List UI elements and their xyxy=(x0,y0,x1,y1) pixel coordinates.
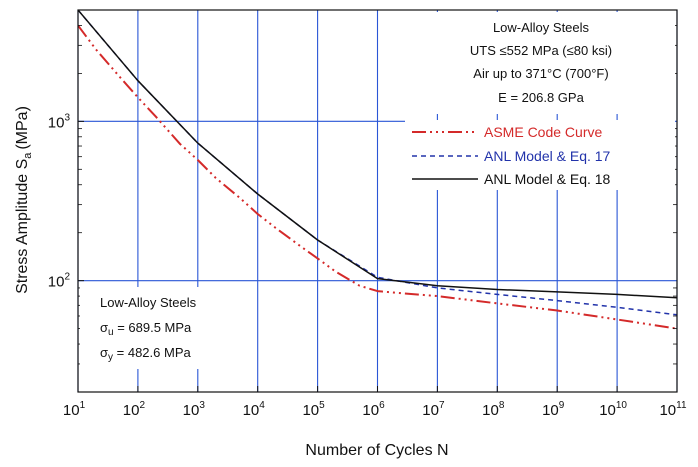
legend-item-eq18: ANL Model & Eq. 18 xyxy=(412,171,611,187)
y-tick-label: 103 xyxy=(48,112,71,131)
annotation-bottom-title: Low-Alloy Steels xyxy=(100,295,197,310)
legend-label-asme: ASME Code Curve xyxy=(484,124,602,140)
series-line-2 xyxy=(78,10,677,316)
x-tick-label: 107 xyxy=(422,400,445,419)
annotation-top-line3: Air up to 371°C (700°F) xyxy=(473,66,608,81)
x-tick-label: 108 xyxy=(482,400,505,419)
x-tick-label: 1010 xyxy=(599,400,627,419)
y-tick-label: 102 xyxy=(48,272,71,291)
series-layer xyxy=(78,10,677,330)
annotation-bottom-sigma-u: σu = 689.5 MPa xyxy=(100,320,192,338)
series-line-3 xyxy=(78,10,677,299)
legend-item-eq17: ANL Model & Eq. 17 xyxy=(412,148,611,164)
y-axis-label-main: Stress Amplitude S xyxy=(14,159,31,294)
annotation-bottom-box: Low-Alloy Steels σu = 689.5 MPa σy = 482… xyxy=(80,287,215,369)
x-tick-label: 101 xyxy=(63,400,86,419)
legend-label-eq17: ANL Model & Eq. 17 xyxy=(484,148,611,164)
annotation-top-line4: E = 206.8 GPa xyxy=(498,90,584,105)
x-tick-label: 1011 xyxy=(659,400,687,419)
x-tick-label: 103 xyxy=(183,400,206,419)
y-tick-labels: 102 103 xyxy=(48,25,677,365)
legend: ASME Code Curve ANL Model & Eq. 17 ANL M… xyxy=(405,120,675,190)
annotation-top-box: Low-Alloy Steels UTS ≤552 MPa (≤80 ksi) … xyxy=(430,12,675,114)
x-tick-label: 109 xyxy=(542,400,565,419)
x-tick-label: 102 xyxy=(123,400,146,419)
annotation-top-line1: Low-Alloy Steels xyxy=(493,20,590,35)
legend-item-asme: ASME Code Curve xyxy=(412,124,602,140)
x-tick-label: 105 xyxy=(302,400,325,419)
y-axis-label-sub: a xyxy=(22,152,34,159)
annotation-top-line2: UTS ≤552 MPa (≤80 ksi) xyxy=(470,43,612,58)
x-tick-label: 104 xyxy=(243,400,266,419)
annotation-bottom-sigma-y: σy = 482.6 MPa xyxy=(100,345,191,363)
x-axis-label: Number of Cycles N xyxy=(305,442,448,459)
series-line-1 xyxy=(78,24,677,330)
legend-label-eq18: ANL Model & Eq. 18 xyxy=(484,171,611,187)
x-tick-label: 106 xyxy=(362,400,385,419)
y-axis-label: Stress Amplitude Sa (MPa) xyxy=(14,106,34,294)
x-tick-labels: 101 102 103 104 105 106 107 108 109 1010 1011 xyxy=(63,386,687,419)
y-axis-label-unit: (MPa) xyxy=(14,106,31,150)
